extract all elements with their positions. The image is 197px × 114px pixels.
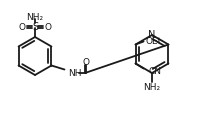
Text: NH₂: NH₂ — [143, 83, 161, 92]
Text: NH₂: NH₂ — [26, 12, 44, 21]
Text: S: S — [32, 22, 38, 32]
Text: OEt: OEt — [145, 37, 162, 46]
Text: O: O — [45, 22, 51, 31]
Text: O: O — [83, 57, 90, 66]
Text: NH: NH — [68, 68, 81, 77]
Text: CN: CN — [149, 66, 162, 75]
Text: O: O — [19, 22, 25, 31]
Text: N: N — [148, 30, 156, 40]
